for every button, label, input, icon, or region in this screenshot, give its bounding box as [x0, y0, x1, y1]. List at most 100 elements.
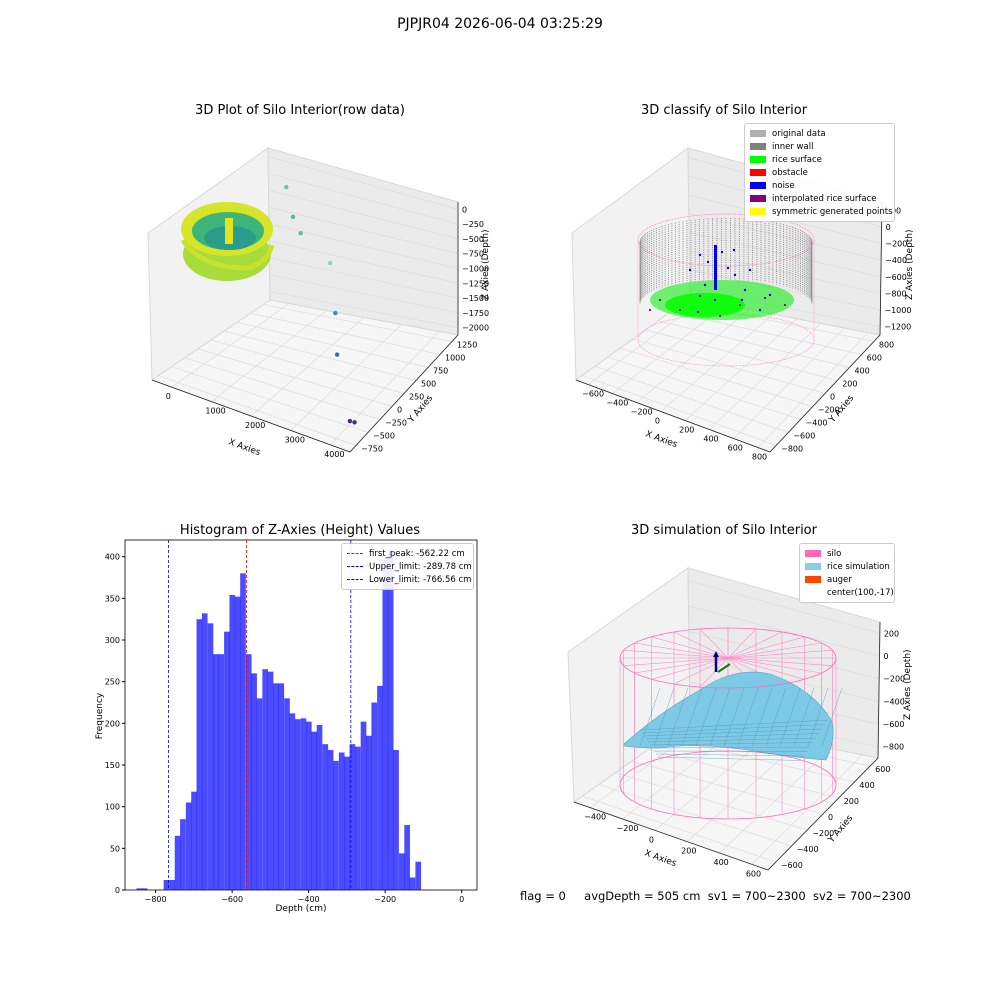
gridline [615, 772, 808, 831]
gridline [645, 329, 838, 381]
histogram-bar [201, 613, 208, 890]
x-tick-label: −400 [584, 813, 606, 822]
histogram-bar [213, 654, 219, 890]
x-tick-label: 800 [752, 453, 767, 462]
x-tick-label: −400 [606, 399, 628, 408]
rice-mesh-line [779, 687, 801, 747]
silo-roof-spoke [623, 657, 729, 667]
x-tick-label: −400 [298, 895, 320, 904]
data-point [334, 352, 340, 357]
x-tick-label: 200 [681, 847, 696, 856]
histogram-bar [338, 752, 345, 890]
noise-point [703, 283, 707, 287]
z-tick-label: −1750 [462, 309, 489, 318]
x-tick-label: 3000 [285, 435, 305, 444]
legend-label: obstacle [772, 167, 808, 178]
gridline [688, 213, 882, 261]
histogram-bar [393, 750, 399, 890]
rice-mesh-line [645, 733, 820, 740]
y-tick-label: 600 [867, 354, 882, 363]
z-tick-label: −750 [462, 250, 484, 259]
rice-mesh-line [651, 746, 811, 749]
legend-label: rice surface [772, 154, 822, 165]
gridline [688, 605, 880, 657]
histogram-bar [289, 713, 296, 890]
classify-y-axis-line [769, 334, 881, 453]
y-tick-label: 0 [828, 813, 833, 822]
rice-mesh-line [737, 687, 759, 747]
x-tick-label: −800 [145, 895, 167, 904]
histogram-bar [240, 573, 246, 890]
noise-point [688, 268, 692, 272]
y-tick-label: 200 [842, 380, 857, 389]
z-tick-label: 0 [462, 205, 467, 214]
legend-label: symmetric generated points [772, 206, 893, 217]
y-tick-label: −750 [361, 445, 383, 454]
histogram-ticks: −800 −600 −400 −200 0 0 50 100 150 200 250 300 350 40… [105, 553, 465, 904]
rice-mesh-line [639, 719, 829, 731]
noise-point [698, 253, 702, 257]
sim-z-label: Z Axies (Depth) [903, 649, 913, 720]
sim-silo-top-ring [619, 627, 837, 689]
histogram-bar [305, 721, 312, 890]
legend-label: Upper_limit: -289.78 cm [369, 561, 472, 572]
rice-mesh-line [655, 753, 805, 757]
rice-mesh-line [647, 737, 817, 743]
legend-entry: center(100,-17) [805, 586, 894, 599]
classify-panel-title: 3D classify of Silo Interior [640, 103, 808, 118]
y-tick-label: 100 [105, 803, 120, 812]
x-tick-label: 1000 [205, 407, 225, 416]
raw-cloud-front-wall [180, 238, 275, 271]
legend-entry: inner wall [750, 140, 889, 153]
x-tick-label: 0 [166, 392, 171, 401]
classify-legend: original data inner wall rice surface ob… [744, 123, 895, 222]
interpolated-point [783, 303, 787, 307]
y-tick-label: 1250 [457, 341, 477, 350]
gridline [210, 339, 405, 394]
histogram-bar [366, 735, 372, 890]
histogram-bar [218, 654, 225, 890]
x-tick-label: 0 [649, 835, 654, 844]
y-tick-label: 150 [105, 761, 120, 770]
histogram-bar [327, 750, 334, 890]
legend-entry: interpolated rice surface [750, 192, 889, 205]
data-point [352, 420, 357, 425]
x-tick-label: 200 [679, 426, 694, 435]
histogram-bar [322, 744, 329, 890]
gridline [688, 630, 880, 680]
legend-label: rice simulation [827, 561, 890, 572]
legend-swatch [750, 156, 766, 163]
histogram-bar [245, 654, 252, 890]
histogram-bar [354, 746, 361, 890]
figure-title: PJPJR04 2026-06-04 03:25:29 [397, 16, 603, 32]
y-tick-label: 1000 [445, 354, 465, 363]
y-tick-label: 250 [409, 393, 424, 402]
x-tick-label: 400 [714, 858, 729, 867]
gridline [689, 269, 881, 311]
histogram-bar [415, 861, 422, 890]
raw-tick-labels: 0 1000 2000 3000 4000 −750 −500 −250 0 250 500 750 1… [166, 205, 489, 458]
y-tick-label: −600 [793, 432, 815, 441]
gridline [224, 330, 417, 381]
z-tick-label: −1200 [884, 323, 911, 332]
simulation-3d-axes: −400−2000200400600−600−400−2000200400600… [567, 567, 913, 878]
gridline [268, 206, 459, 255]
legend-label: first_peak: -562.22 cm [369, 548, 465, 559]
x-tick-label: −600 [582, 390, 604, 399]
noise-point [713, 298, 717, 302]
gridline [268, 172, 459, 225]
y-tick-label: −200 [812, 829, 834, 838]
y-tick-label: 200 [105, 719, 120, 728]
histogram-bar [360, 721, 367, 890]
histogram-legend: first_peak: -562.22 cm Upper_limit: -289… [341, 543, 474, 590]
noise-point [720, 250, 724, 254]
sim-silo-wireframe [619, 627, 843, 820]
raw-point-cloud [180, 202, 275, 281]
y-tick-label: 400 [105, 553, 120, 562]
z-tick-label: −400 [885, 256, 907, 265]
histogram-bar [333, 760, 339, 890]
y-tick-label: 400 [854, 367, 869, 376]
x-tick-label: 2000 [245, 421, 265, 430]
histogram-bar [344, 756, 350, 890]
gridline [250, 312, 441, 355]
